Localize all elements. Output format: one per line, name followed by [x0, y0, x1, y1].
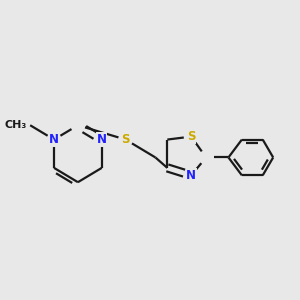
- Text: N: N: [97, 133, 107, 146]
- Text: N: N: [186, 169, 196, 182]
- Text: N: N: [49, 133, 59, 146]
- Text: S: S: [121, 133, 130, 146]
- Text: S: S: [187, 130, 195, 143]
- Text: CH₃: CH₃: [5, 120, 27, 130]
